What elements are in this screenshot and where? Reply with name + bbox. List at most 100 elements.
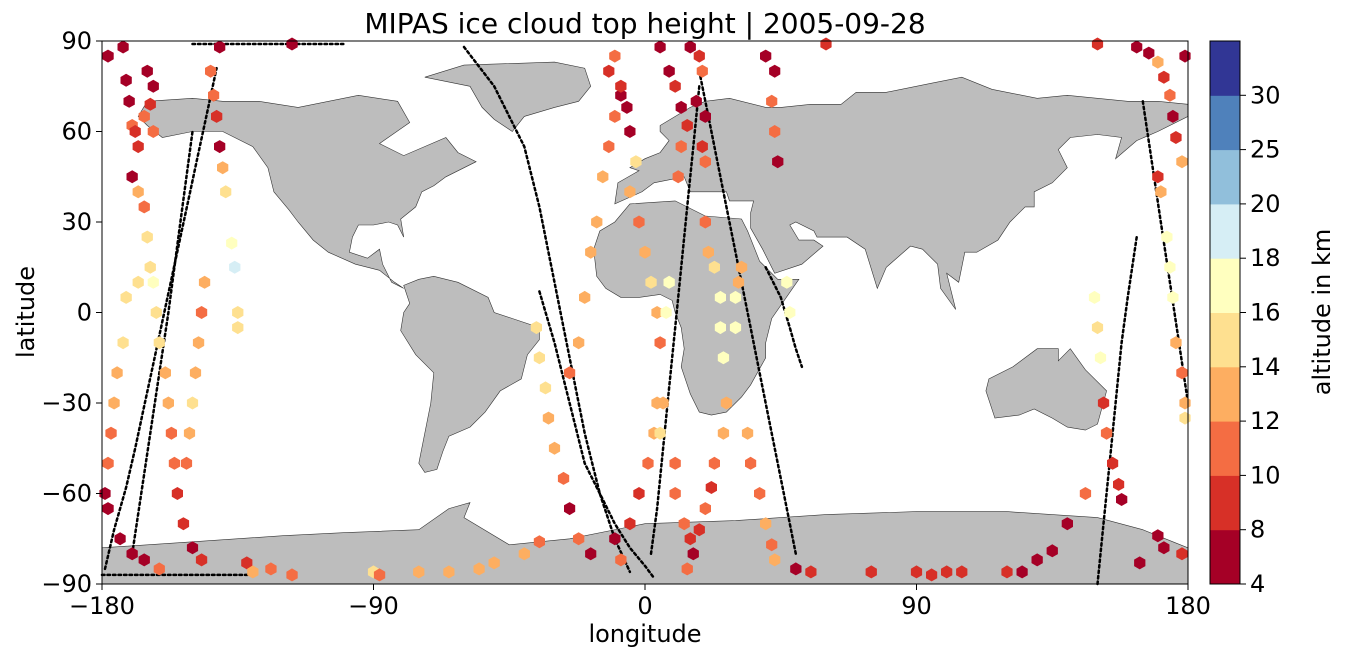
data-point — [150, 306, 162, 319]
data-point — [443, 565, 455, 579]
data-point — [687, 547, 699, 561]
data-point — [1158, 70, 1170, 84]
data-point — [603, 64, 615, 78]
data-point — [220, 185, 232, 199]
y-tick-label: −60 — [41, 480, 92, 508]
data-point — [132, 185, 144, 199]
colorbar-segment — [1210, 529, 1240, 585]
colorbar-segment — [1210, 258, 1240, 313]
x-axis: −180 −90 0 90 180 — [69, 584, 1211, 620]
data-point — [1091, 321, 1104, 335]
data-point — [195, 306, 208, 319]
data-point — [542, 411, 555, 425]
land-antarctica — [101, 502, 1189, 585]
data-point — [663, 64, 675, 78]
data-point — [684, 40, 696, 54]
colorbar-segment — [1210, 366, 1240, 422]
data-point — [585, 245, 597, 259]
data-point — [1167, 290, 1179, 304]
data-point — [956, 565, 968, 579]
data-point — [1152, 55, 1164, 69]
data-point — [1046, 544, 1058, 558]
data-point — [211, 109, 223, 123]
data-point — [473, 562, 485, 576]
colorbar-segment — [1210, 203, 1240, 259]
data-point — [147, 275, 159, 289]
data-point — [705, 481, 717, 494]
data-point — [1079, 487, 1092, 500]
colorbar-tick-label: 20 — [1250, 190, 1281, 218]
data-point — [488, 556, 500, 570]
data-point — [699, 109, 711, 123]
data-point — [624, 517, 636, 531]
data-point — [226, 236, 238, 250]
data-point — [681, 119, 693, 132]
data-point — [1176, 155, 1188, 169]
colorbar-segment — [1210, 149, 1240, 205]
data-point — [1158, 541, 1170, 555]
colorbar-tick-label: 14 — [1250, 353, 1281, 381]
data-point — [1088, 290, 1101, 304]
data-point — [865, 565, 877, 579]
data-point — [132, 275, 144, 289]
data-point — [1113, 477, 1125, 491]
data-point — [1155, 185, 1167, 199]
y-tick-label: 0 — [77, 299, 92, 327]
data-point — [741, 426, 754, 440]
data-point — [129, 125, 141, 138]
land-layer — [101, 61, 1189, 585]
data-point — [117, 336, 129, 350]
data-point — [642, 456, 654, 470]
data-point — [672, 170, 684, 184]
colorbar-segment — [1210, 312, 1240, 368]
data-point — [195, 553, 208, 567]
data-point — [162, 396, 174, 410]
data-point — [615, 79, 627, 93]
data-point — [681, 562, 693, 576]
data-point — [557, 471, 570, 485]
data-point — [1016, 565, 1028, 579]
data-point — [760, 517, 772, 531]
data-point — [1170, 336, 1182, 350]
data-point — [760, 49, 772, 63]
colorbar-tick-label: 25 — [1250, 136, 1281, 164]
y-axis: −90 −60 −30 0 30 60 90 — [41, 27, 102, 598]
data-point — [654, 40, 666, 54]
data-point — [645, 275, 657, 289]
y-axis-label: latitude — [12, 266, 40, 358]
orbit-track — [764, 266, 804, 369]
data-point — [615, 553, 627, 567]
data-point — [769, 64, 781, 78]
data-point — [769, 125, 781, 138]
chart-title: MIPAS ice cloud top height | 2005-09-28 — [364, 7, 925, 40]
orbit-track — [1096, 235, 1138, 586]
orbit-track — [538, 290, 656, 580]
data-point — [1097, 396, 1110, 410]
x-tick-label: −180 — [69, 592, 135, 620]
data-point — [609, 49, 621, 63]
data-point — [208, 88, 220, 102]
data-point — [123, 94, 135, 108]
data-point — [144, 260, 156, 274]
data-point — [633, 487, 645, 500]
data-point — [579, 290, 591, 304]
data-point — [805, 565, 817, 579]
orbit-track — [649, 85, 701, 556]
data-point — [548, 441, 561, 455]
data-point — [693, 49, 705, 63]
colorbar-label: altitude in km — [1308, 229, 1336, 396]
data-point — [621, 100, 633, 114]
data-point — [639, 245, 651, 259]
data-point — [732, 275, 745, 289]
data-point — [168, 456, 180, 470]
data-point — [108, 396, 120, 410]
data-point — [699, 502, 711, 516]
colorbar-tick-label: 12 — [1250, 407, 1281, 435]
data-point — [1061, 517, 1073, 531]
land-australia — [985, 348, 1107, 431]
data-point — [102, 49, 114, 63]
data-point — [657, 396, 669, 410]
orbit-track — [103, 66, 218, 571]
data-point — [696, 140, 708, 154]
